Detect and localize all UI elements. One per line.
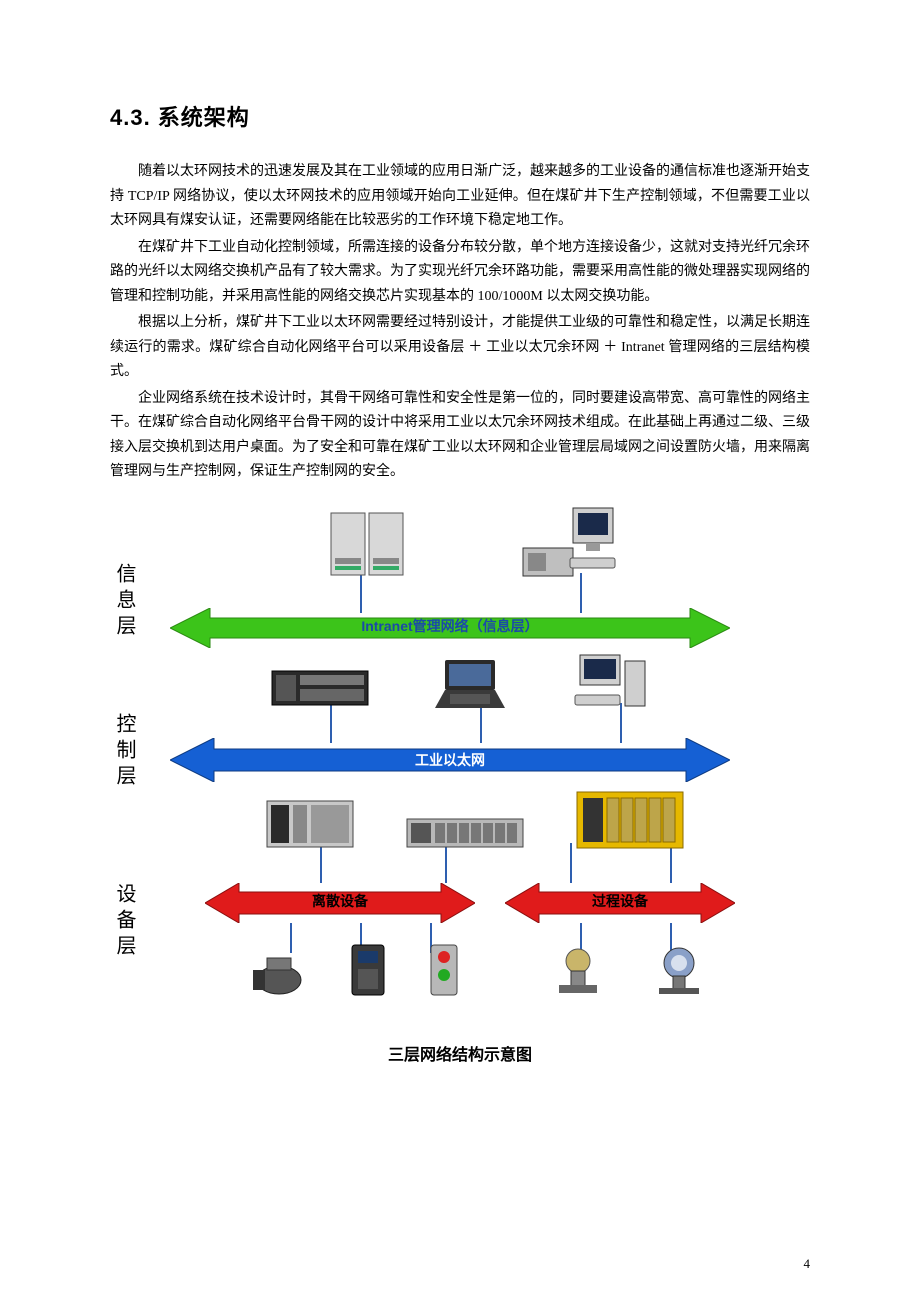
paragraph-2: 在煤矿井下工业自动化控制领域，所需连接的设备分布较分散，单个地方连接设备少，这就…: [110, 236, 810, 310]
industrial-ethernet-arrow-band: 工业以太网: [170, 738, 730, 772]
paragraph-4: 企业网络系统在技术设计时，其骨干网络可靠性和安全性是第一位的，同时要建设高带宽、…: [110, 387, 810, 485]
diagram-caption: 三层网络结构示意图: [110, 1041, 810, 1065]
paragraph-3: 根据以上分析，煤矿井下工业以太环网需要经过特别设计，才能提供工业级的可靠性和稳定…: [110, 311, 810, 385]
discrete-devices-arrow-label: 离散设备: [205, 891, 475, 911]
valve-actuator-icon: [551, 943, 606, 1003]
crt-workstation-icon: [518, 503, 618, 588]
intranet-arrow-label: Intranet管理网络（信息层）: [170, 616, 730, 636]
layer-label-info: 信息层: [110, 563, 139, 641]
laptop-icon: [430, 658, 510, 718]
vfd-drive-icon: [348, 943, 388, 1003]
transmitter-icon: [649, 943, 709, 1003]
section-heading: 4.3. 系统架构: [110, 100, 810, 132]
compact-plc-icon: [265, 795, 355, 858]
discrete-devices-arrow-band: 离散设备: [205, 883, 475, 917]
paragraph-1: 随着以太环网技术的迅速发展及其在工业领域的应用日渐广泛，越来越多的工业设备的通信…: [110, 160, 810, 234]
intranet-arrow-band: Intranet管理网络（信息层）: [170, 608, 730, 642]
server-rack-icon: [323, 508, 413, 588]
plc-rack-icon: [270, 663, 370, 718]
process-devices-arrow-band: 过程设备: [505, 883, 735, 917]
page-number: 4: [804, 1256, 811, 1272]
process-devices-arrow-label: 过程设备: [505, 891, 735, 911]
pushbutton-panel-icon: [427, 943, 461, 1003]
io-module-icon: [405, 813, 525, 858]
three-layer-diagram: 信息层 控制层 设备层: [110, 503, 810, 1023]
layer-label-control: 控制层: [110, 713, 139, 791]
industrial-ethernet-arrow-label: 工业以太网: [170, 750, 730, 770]
layer-label-device: 设备层: [110, 883, 139, 961]
desktop-pc-icon: [570, 653, 650, 718]
modular-plc-icon: [575, 788, 685, 858]
motor-icon: [249, 950, 309, 1003]
